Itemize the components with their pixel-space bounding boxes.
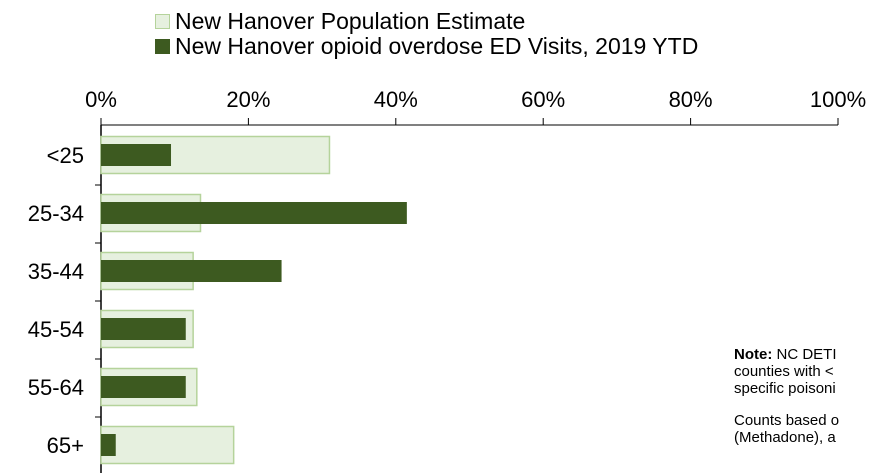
y-category-label: 65+ (47, 433, 84, 458)
y-category-label: 55-64 (28, 375, 84, 400)
x-tick-label: 0% (85, 87, 117, 112)
legend-swatch-ed-visits (155, 38, 170, 54)
note-line-4: Counts based o (734, 412, 840, 429)
bar-ed-visits (101, 202, 407, 224)
note-line-1: NC DETI (772, 346, 837, 363)
bar-ed-visits (101, 260, 282, 282)
y-category-label: <25 (47, 143, 84, 168)
y-category-label: 25-34 (28, 201, 84, 226)
legend: New Hanover Population Estimate New Hano… (155, 4, 698, 63)
legend-swatch-population (155, 13, 170, 29)
note-label: Note: (734, 346, 773, 363)
bar-population (100, 425, 235, 465)
legend-item-population: New Hanover Population Estimate (155, 4, 698, 38)
x-tick-label: 100% (810, 87, 866, 112)
legend-label-population: New Hanover Population Estimate (175, 7, 526, 34)
note-line-2: counties with < (734, 363, 834, 380)
note-paragraph-1: Note: NC DETI counties with < specific poi… (734, 346, 839, 397)
note-text: Note: NC DETI counties with < specific poi… (734, 346, 839, 446)
note-line-5: (Methadone), a (734, 429, 836, 446)
bar-ed-visits (101, 144, 172, 166)
y-category-label: 45-54 (28, 317, 84, 342)
note-line-3: specific poisoni (734, 380, 836, 397)
x-tick-label: 40% (374, 87, 418, 112)
x-tick-label: 20% (226, 87, 270, 112)
bar-ed-visits (101, 318, 186, 340)
bar-ed-visits (101, 434, 116, 456)
legend-label-ed-visits: New Hanover opioid overdose ED Visits, 2… (175, 32, 699, 59)
bar-ed-visits (101, 376, 186, 398)
x-tick-label: 80% (669, 87, 713, 112)
note-paragraph-2: Counts based o (Methadone), a (734, 412, 839, 446)
x-tick-label: 60% (521, 87, 565, 112)
legend-item-ed-visits: New Hanover opioid overdose ED Visits, 2… (155, 29, 698, 63)
y-category-label: 35-44 (28, 259, 84, 284)
